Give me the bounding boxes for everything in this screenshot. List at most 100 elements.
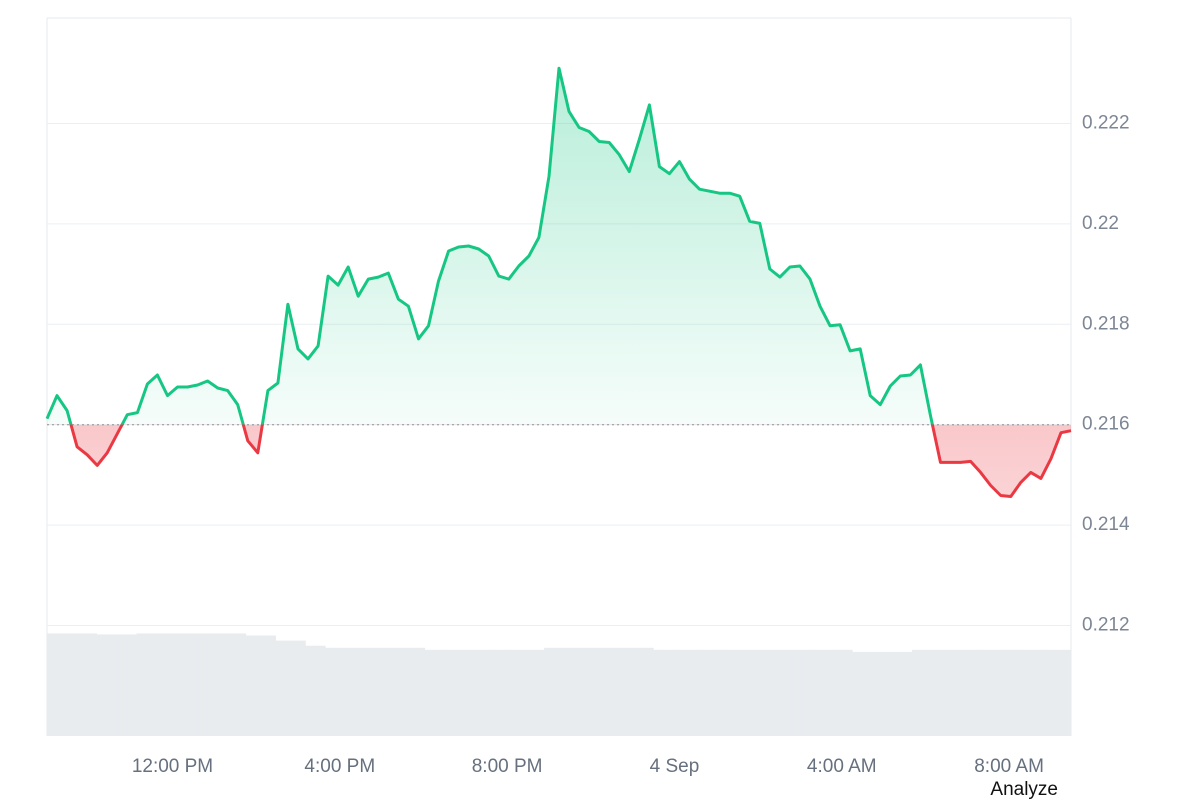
volume-bar xyxy=(792,649,803,736)
volume-bar xyxy=(225,633,237,736)
volume-bar xyxy=(971,649,982,736)
volume-bar xyxy=(812,649,823,736)
volume-bar xyxy=(47,633,58,736)
volume-bar xyxy=(76,633,88,736)
volume-bar xyxy=(693,649,704,736)
y-tick-label: 0.214 xyxy=(1082,514,1130,535)
volume-bar xyxy=(663,649,674,736)
volume-bar xyxy=(206,633,217,736)
volume-bar xyxy=(156,633,167,736)
volume-bar xyxy=(742,649,754,736)
volume-bar xyxy=(772,649,783,736)
volume-bar xyxy=(146,633,157,736)
volume-bar xyxy=(723,649,734,736)
volume-bar xyxy=(892,651,903,736)
volume-bar xyxy=(325,647,336,736)
x-tick-label: 4 Sep xyxy=(650,756,700,777)
volume-bar xyxy=(375,647,386,736)
y-tick-label: 0.212 xyxy=(1082,615,1130,636)
volume-bar xyxy=(265,635,276,736)
volume-bar xyxy=(882,651,893,736)
volume-bar xyxy=(673,649,684,736)
volume-bar xyxy=(196,633,207,736)
volume-bar xyxy=(782,649,793,736)
volume-bar xyxy=(56,633,68,736)
y-tick-label: 0.216 xyxy=(1082,414,1130,435)
volume-bar xyxy=(1061,649,1072,736)
volume-bar xyxy=(305,645,316,736)
volume-bar xyxy=(752,649,764,736)
volume-bar xyxy=(335,647,346,736)
volume-bar xyxy=(524,649,535,736)
volume-bar xyxy=(116,634,127,736)
volume-bar xyxy=(762,649,774,736)
volume-bar xyxy=(961,649,972,736)
volume-bar xyxy=(275,640,286,736)
volume-bar xyxy=(872,651,883,736)
volume-bar xyxy=(394,647,406,736)
y-tick-label: 0.222 xyxy=(1082,112,1130,133)
volume-bar xyxy=(166,633,177,736)
volume-bar xyxy=(802,649,813,736)
volume-bar xyxy=(345,647,356,736)
volume-bar xyxy=(126,634,137,736)
volume-bar xyxy=(255,635,267,736)
volume-bar xyxy=(842,649,853,736)
volume-bar xyxy=(424,649,436,736)
analyze-button[interactable]: Analyze xyxy=(990,779,1058,800)
volume-bar xyxy=(285,640,296,736)
volume-bar xyxy=(504,649,515,736)
volume-bar xyxy=(653,649,664,736)
volume-bar xyxy=(623,647,634,736)
x-tick-label: 4:00 AM xyxy=(807,756,877,777)
volume-bar xyxy=(315,645,326,736)
volume-bar xyxy=(703,649,714,736)
volume-bar xyxy=(921,649,933,736)
volume-bar xyxy=(991,649,1002,736)
volume-bar xyxy=(713,649,724,736)
volume-bar xyxy=(554,647,565,736)
volume-bar xyxy=(911,649,923,736)
volume-bar xyxy=(106,634,117,736)
x-tick-label: 8:00 AM xyxy=(974,756,1044,777)
volume-bar xyxy=(66,633,78,736)
volume-bar xyxy=(414,647,426,736)
volume-bar xyxy=(683,649,694,736)
volume-bar xyxy=(931,649,943,736)
volume-bar xyxy=(1021,649,1032,736)
volume-bar xyxy=(603,647,614,736)
volume-bar xyxy=(96,634,107,736)
volume-bar xyxy=(86,633,98,736)
volume-bar xyxy=(1011,649,1022,736)
volume-bar xyxy=(573,647,585,736)
volume-bar xyxy=(235,633,247,736)
volume-bar xyxy=(832,649,843,736)
volume-bar xyxy=(464,649,475,736)
volume-bar xyxy=(434,649,445,736)
volume-bar xyxy=(295,640,306,736)
volume-bar xyxy=(1031,649,1042,736)
x-tick-label: 12:00 PM xyxy=(132,756,213,777)
volume-bar xyxy=(1051,649,1062,736)
x-tick-label: 8:00 PM xyxy=(472,756,543,777)
volume-bar xyxy=(365,647,376,736)
volume-bar xyxy=(583,647,595,736)
volume-bar xyxy=(216,633,227,736)
y-tick-label: 0.22 xyxy=(1082,213,1119,234)
volume-bar xyxy=(186,633,197,736)
volume-bar xyxy=(1001,649,1012,736)
volume-bar xyxy=(404,647,416,736)
volume-bar xyxy=(981,649,992,736)
volume-bar xyxy=(534,649,545,736)
volume-bar xyxy=(494,649,505,736)
price-area xyxy=(47,68,1071,497)
volume-bar xyxy=(444,649,455,736)
y-tick-label: 0.218 xyxy=(1082,313,1130,334)
volume-bar xyxy=(822,649,833,736)
volume-bar xyxy=(514,649,525,736)
volume-bar xyxy=(901,651,913,736)
volume-bar xyxy=(355,647,366,736)
volume-bar xyxy=(385,647,396,736)
x-tick-label: 4:00 PM xyxy=(304,756,375,777)
